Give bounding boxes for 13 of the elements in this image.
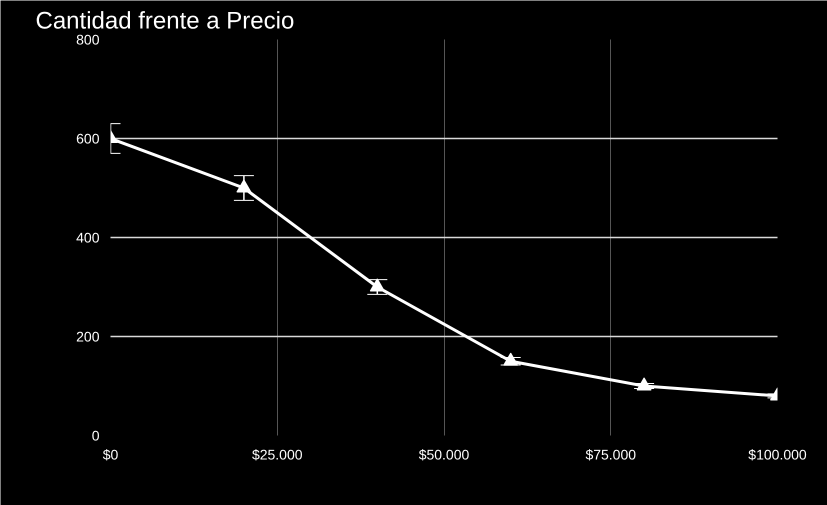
point [503, 352, 518, 366]
point [370, 278, 385, 292]
x-tick-label: $100.000 [748, 446, 807, 462]
y-tick-label: 600 [76, 130, 100, 146]
chart-title: Cantidad frente a Precio [36, 8, 294, 34]
y-tick-label: 800 [76, 32, 100, 48]
x-tick-label: $0 [102, 446, 118, 462]
y-tick-label: 0 [92, 428, 100, 444]
x-tick-label: $25.000 [252, 446, 303, 462]
x-tick-label: $75.000 [585, 446, 636, 462]
x-tick-label: $50.000 [418, 446, 470, 462]
y-tick-label: 400 [76, 230, 100, 246]
y-tick-label: 200 [76, 328, 100, 344]
